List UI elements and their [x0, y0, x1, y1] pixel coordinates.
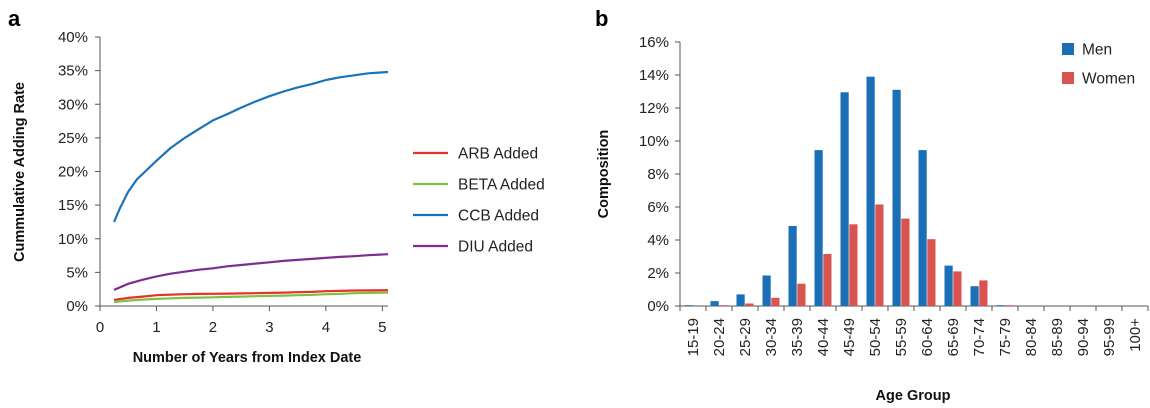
bar-men-50-54: [866, 76, 875, 306]
y-tick-label: 14%: [639, 67, 669, 84]
bar-men-40-44: [814, 150, 823, 306]
series-line-diu-added: [113, 253, 389, 291]
bar-men-20-24: [710, 301, 719, 306]
bar-women-55-59: [901, 218, 910, 306]
x-tick-label: 95-99: [1101, 318, 1118, 356]
legend-label: Women: [1082, 71, 1135, 88]
legend-swatch: [1062, 72, 1074, 84]
y-tick-label: 35%: [58, 63, 88, 80]
y-tick-label: 4%: [647, 232, 669, 249]
x-tick-label: 85-89: [1049, 318, 1066, 356]
bar-men-60-64: [918, 150, 927, 306]
bar-women-20-24: [719, 305, 728, 306]
bar-women-65-69: [953, 271, 962, 306]
legend-label: BETA Added: [458, 177, 545, 194]
bar-women-45-49: [849, 224, 858, 306]
bar-women-75-79: [1005, 305, 1014, 306]
bar-men-30-34: [762, 275, 771, 306]
panel-b-label: b: [595, 6, 608, 31]
bar-men-35-39: [788, 226, 797, 306]
panel-a-x-axis-title: Number of Years from Index Date: [133, 350, 362, 366]
y-tick-label: 8%: [647, 166, 669, 183]
y-tick-label: 25%: [58, 130, 88, 147]
bar-women-60-64: [927, 239, 936, 306]
x-tick-label: 50-54: [867, 318, 884, 356]
panel-b-y-axis-title: Composition: [596, 130, 612, 219]
x-tick-label: 30-34: [763, 318, 780, 356]
panel-a-y-ticks: 0% 5% 10% 15% 20% 25% 30% 35% 40%: [58, 29, 100, 315]
y-tick-label: 10%: [58, 231, 88, 248]
bar-women-35-39: [797, 283, 806, 306]
x-tick-label: 100+: [1127, 318, 1144, 352]
panel-b-bars: [684, 76, 1014, 307]
y-tick-label: 12%: [639, 100, 669, 117]
x-tick-label: 25-29: [737, 318, 754, 356]
bar-men-65-69: [944, 265, 953, 306]
x-tick-label: 75-79: [997, 318, 1014, 356]
y-tick-label: 15%: [58, 197, 88, 214]
y-tick-label: 20%: [58, 164, 88, 181]
x-tick-label: 4: [322, 319, 330, 336]
y-tick-label: 40%: [58, 29, 88, 46]
y-tick-label: 16%: [639, 34, 669, 51]
x-tick-label: 60-64: [919, 318, 936, 356]
x-tick-label: 35-39: [789, 318, 806, 356]
panel-b-legend: Men Women: [1062, 42, 1135, 88]
panel-b-x-axis-title: Age Group: [876, 388, 951, 404]
x-tick-label: 45-49: [841, 318, 858, 356]
panel-a: a 0% 5% 10% 15% 20% 25% 30% 35% 40% 0 1 2 3 4 5 Cummu…: [8, 6, 545, 366]
legend-label: DIU Added: [458, 239, 533, 256]
x-tick-label: 90-94: [1075, 318, 1092, 356]
bar-men-55-59: [892, 89, 901, 306]
bar-men-15-19: [684, 305, 693, 306]
x-tick-label: 80-84: [1023, 318, 1040, 356]
x-tick-label: 1: [152, 319, 160, 336]
x-tick-label: 55-59: [893, 318, 910, 356]
bar-women-70-74: [979, 280, 988, 306]
panel-b-y-ticks: 0% 2% 4% 6% 8% 10% 12% 14% 16%: [639, 34, 680, 315]
x-tick-label: 0: [96, 319, 104, 336]
y-tick-label: 2%: [647, 265, 669, 282]
bar-men-45-49: [840, 92, 849, 306]
y-tick-label: 0%: [66, 298, 88, 315]
panel-a-label: a: [8, 6, 21, 31]
x-tick-label: 20-24: [711, 318, 728, 356]
bar-men-70-74: [970, 286, 979, 306]
panel-a-legend: ARB Added BETA Added CCB Added DIU Added: [413, 146, 545, 256]
legend-swatch: [1062, 43, 1074, 55]
series-line-ccb-added: [113, 70, 389, 223]
y-tick-label: 30%: [58, 96, 88, 113]
series-line-arb-added: [113, 289, 389, 301]
bar-men-75-79: [996, 305, 1005, 306]
panel-b: b 0% 2% 4% 6% 8% 10% 12% 14% 16% 15-19 20-24 25-29…: [595, 6, 1149, 404]
bar-women-40-44: [823, 254, 832, 306]
bar-women-30-34: [771, 297, 780, 307]
panel-a-lines: [113, 70, 389, 304]
x-tick-label: 3: [265, 319, 273, 336]
y-tick-label: 10%: [639, 133, 669, 150]
y-tick-label: 5%: [66, 264, 88, 281]
bar-men-25-29: [736, 294, 745, 306]
legend-label: Men: [1082, 42, 1112, 59]
legend-label: CCB Added: [458, 208, 539, 225]
bar-women-50-54: [875, 204, 884, 306]
x-tick-label: 65-69: [945, 318, 962, 356]
x-tick-label: 5: [378, 319, 386, 336]
panel-b-x-ticks: 15-19 20-24 25-29 30-34 35-39 40-44 45-49 50-54…: [679, 306, 1149, 356]
bar-women-25-29: [745, 303, 754, 306]
x-tick-label: 2: [209, 319, 217, 336]
y-tick-label: 6%: [647, 199, 669, 216]
x-tick-label: 40-44: [815, 318, 832, 356]
x-tick-label: 70-74: [971, 318, 988, 356]
x-tick-label: 15-19: [685, 318, 702, 356]
series-line-beta-added: [113, 291, 389, 304]
panel-a-y-axis-title: Cummulative Adding Rate: [12, 82, 28, 262]
legend-label: ARB Added: [458, 146, 538, 163]
y-tick-label: 0%: [647, 298, 669, 315]
panel-a-x-ticks: 0 1 2 3 4 5: [96, 306, 387, 336]
